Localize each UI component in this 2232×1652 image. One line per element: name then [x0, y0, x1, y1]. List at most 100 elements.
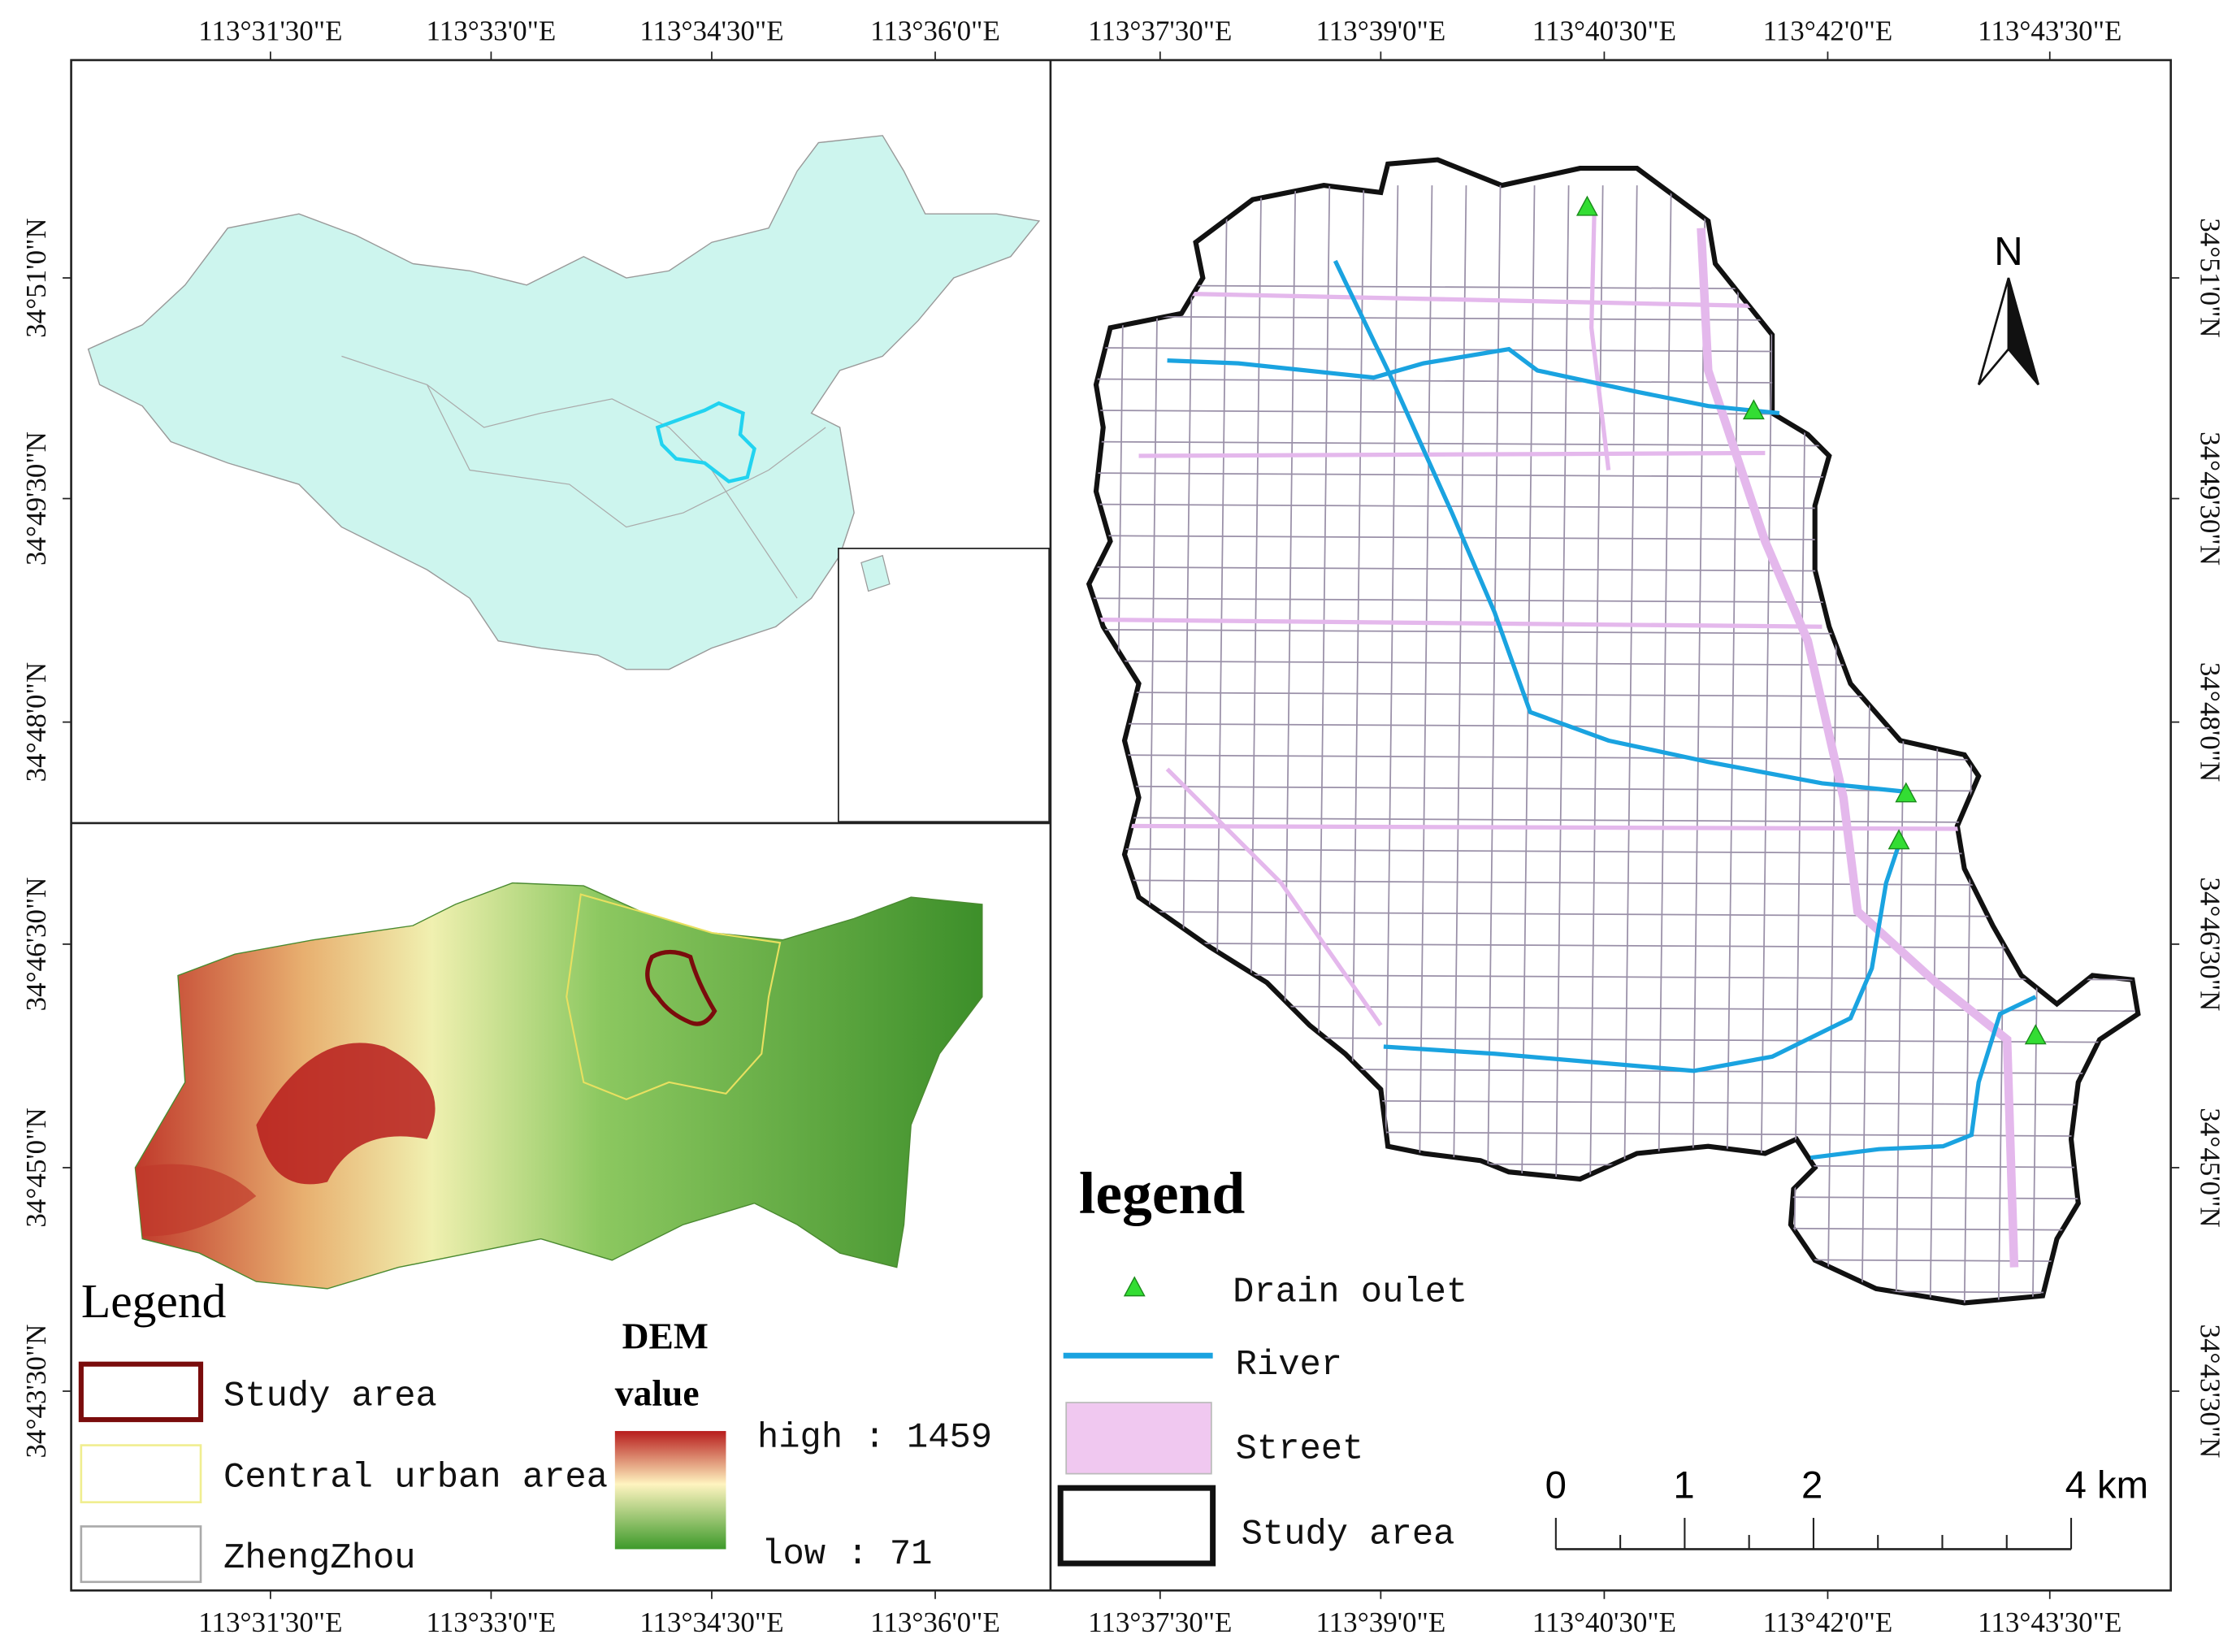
inset-island [860, 554, 891, 592]
longitude-label: 113°31'30"E [198, 1606, 342, 1638]
longitude-label: 113°33'0"E [427, 1606, 557, 1638]
latitude-label: 34°48'0"N [2194, 662, 2225, 782]
legend-title: legend [1079, 1160, 1245, 1226]
street [1089, 942, 2135, 950]
street [1089, 848, 2135, 856]
street [1417, 185, 1433, 1303]
henan-outline [655, 401, 756, 483]
longitude-label: 113°31'30"E [198, 15, 342, 46]
street [1089, 910, 2135, 918]
longitude-label: 113°36'0"E [870, 1606, 1000, 1638]
longitude-label: 113°42'0"E [1763, 1606, 1893, 1638]
scale-label: 2 [1801, 1463, 1822, 1507]
legend-item: Drain oulet [1233, 1273, 1467, 1313]
latitude-label: 34°46'30"N [20, 877, 52, 1011]
street [1089, 973, 2135, 981]
longitude-label: 113°34'30"E [639, 1606, 783, 1638]
street [1588, 185, 1604, 1303]
latitude-label: 34°51'0"N [20, 218, 52, 337]
legend-symbol [1065, 1402, 1212, 1475]
province-boundaries [427, 384, 826, 528]
latitude-label: 34°49'30"N [20, 431, 52, 566]
latitude-label: 34°43'30"N [2194, 1325, 2225, 1459]
latitude-label: 34°45'0"N [20, 1108, 52, 1227]
rivers [1167, 259, 2037, 1160]
street [1125, 823, 1965, 831]
dem-subtitle: value [615, 1372, 700, 1414]
drain-outlet [1887, 829, 1910, 850]
street [1089, 879, 2135, 887]
street [1110, 289, 1779, 309]
street [1089, 617, 1822, 629]
street [1089, 785, 2135, 793]
street [1690, 185, 1706, 1303]
river [1810, 995, 2037, 1160]
street [1589, 214, 1611, 470]
scale-label: 4 km [2065, 1463, 2149, 1507]
street [1451, 185, 1467, 1303]
latitude-label: 34°48'0"N [20, 662, 52, 782]
legend-swatch [80, 1525, 202, 1584]
drain-outlet [1895, 782, 1918, 803]
province-boundaries [341, 355, 798, 599]
legend-symbol [1057, 1485, 1216, 1567]
dem-high: high : 1459 [757, 1418, 992, 1458]
drain-outlet [2024, 1024, 2047, 1045]
longitude-label: 113°39'0"E [1315, 15, 1445, 46]
legend-item: Study area [223, 1377, 437, 1417]
longitude-label: 113°37'30"E [1088, 15, 1232, 46]
street [1724, 185, 1740, 1303]
longitude-label: 113°43'30"E [1978, 1606, 2121, 1638]
longitude-label: 113°33'0"E [427, 15, 557, 46]
street [1697, 228, 2019, 1268]
legend-item: Central urban area [223, 1458, 608, 1498]
street [1485, 185, 1502, 1303]
longitude-label: 113°43'30"E [1978, 15, 2121, 46]
latitude-label: 34°46'30"N [2194, 877, 2225, 1011]
central-urban-outline [566, 893, 782, 1100]
legend-item: Street [1236, 1429, 1364, 1469]
legend-swatch [80, 1444, 202, 1503]
latitude-label: 34°49'30"N [2194, 431, 2225, 566]
street [1554, 185, 1570, 1303]
latitude-label: 34°43'30"N [20, 1325, 52, 1459]
north-label: N [1994, 230, 2022, 274]
legend-item: ZhengZhou [223, 1539, 415, 1579]
street [1089, 754, 2135, 761]
legend-item: Study area [1242, 1515, 1455, 1554]
study-area-outline-small [645, 949, 717, 1026]
legend-symbol [1123, 1276, 1146, 1297]
street [1758, 185, 1775, 1303]
legend-title: Legend [81, 1274, 227, 1328]
china-map [87, 135, 1041, 670]
scale-label: 1 [1673, 1463, 1694, 1507]
street [1138, 450, 1766, 458]
latitude-label: 34°45'0"N [2194, 1108, 2225, 1227]
north-arrow [2007, 277, 2040, 386]
scale-bar: 0 1 2 4 km [1545, 1463, 2149, 1550]
longitude-label: 113°40'30"E [1532, 15, 1676, 46]
longitude-label: 113°37'30"E [1088, 1606, 1232, 1638]
longitude-label: 113°34'30"E [639, 15, 783, 46]
dem-title: DEM [622, 1315, 709, 1356]
street [1519, 185, 1536, 1303]
study-area-boundary [1086, 157, 2141, 1306]
dem-highland [256, 1043, 436, 1185]
latitude-label: 34°51'0"N [2194, 218, 2225, 337]
street [1656, 185, 1672, 1303]
longitude-label: 113°36'0"E [870, 15, 1000, 46]
drain-outlet [1575, 195, 1598, 216]
drain-outlets [1575, 195, 2047, 1045]
dem-low: low : 71 [761, 1535, 932, 1575]
street [1622, 185, 1638, 1303]
scale-label: 0 [1545, 1463, 1567, 1507]
drain-outlet [1742, 399, 1765, 420]
dem-ramp [614, 1431, 726, 1550]
south-sea-inset [838, 548, 1051, 823]
dem-highland [135, 1164, 257, 1237]
street [1165, 767, 1383, 1027]
river [1383, 839, 1903, 1073]
longitude-label: 113°42'0"E [1763, 15, 1893, 46]
legend-item: River [1236, 1346, 1342, 1385]
longitude-label: 113°40'30"E [1532, 1606, 1676, 1638]
